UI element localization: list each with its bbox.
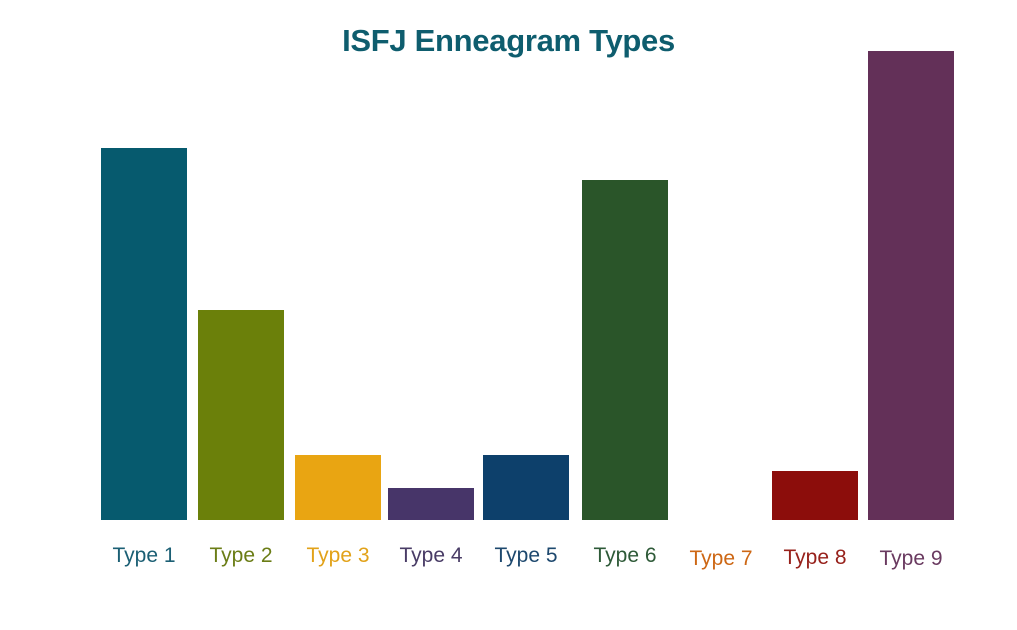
x-axis-label-type-2: Type 2 xyxy=(209,544,273,567)
bar-type-3 xyxy=(295,455,381,520)
chart-title: ISFJ Enneagram Types xyxy=(342,23,675,58)
bar-type-9 xyxy=(868,51,954,520)
bar-type-5 xyxy=(483,455,569,520)
bar-type-4 xyxy=(388,488,474,520)
bar-type-1 xyxy=(101,148,187,520)
x-axis-label-type-7: Type 7 xyxy=(689,547,753,570)
x-axis-label-type-9: Type 9 xyxy=(879,547,943,570)
bar-type-8 xyxy=(772,471,858,520)
x-axis-label-type-3: Type 3 xyxy=(306,544,370,567)
x-axis-label-type-6: Type 6 xyxy=(593,544,657,567)
x-axis-label-type-4: Type 4 xyxy=(399,544,463,567)
x-axis-label-type-5: Type 5 xyxy=(494,544,558,567)
bar-type-2 xyxy=(198,310,284,520)
bar-type-6 xyxy=(582,180,668,520)
x-axis-label-type-1: Type 1 xyxy=(112,544,176,567)
x-axis-label-type-8: Type 8 xyxy=(783,546,847,569)
